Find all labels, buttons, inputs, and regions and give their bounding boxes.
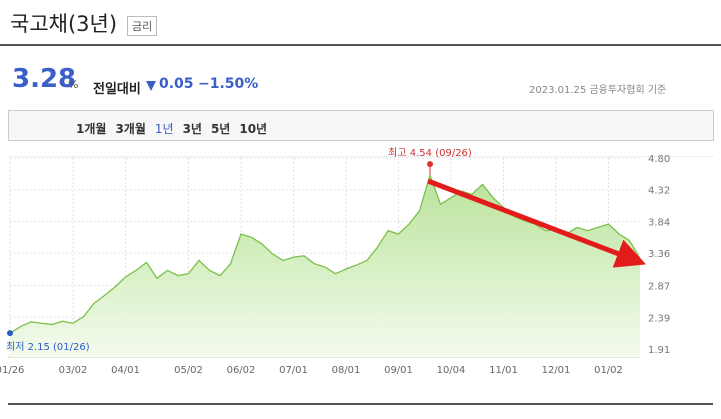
tab-bar [8,110,714,141]
change-rate: −1.50% [198,76,259,92]
y-tick-label: 4.32 [648,186,670,197]
x-tick-label: 07/01 [279,365,308,376]
tab[interactable]: 10년 [239,122,268,136]
y-tick-label: 3.84 [648,217,670,228]
tab[interactable]: 3개월 [115,122,146,136]
x-tick-label: 09/01 [384,365,413,376]
chart-top [8,156,713,158]
min-marker [7,330,13,337]
date-info: 2023.01.25 금융투자협회 기준 [529,81,666,96]
badge[interactable]: 금리 [127,16,158,36]
y-tick-label: 2.87 [648,282,670,293]
x-tick-label: 08/01 [332,365,361,376]
down-arrow [146,81,156,91]
x-tick-label: 12/01 [542,365,571,376]
trend-arrow [427,178,647,268]
x-tick-label: 01/02 [594,365,623,376]
compare-label: 전일대비 [93,82,141,97]
y-tick-label: 2.39 [648,313,670,324]
change: 0.05 [159,76,194,92]
y-tick-label: 4.80 [648,154,670,165]
tabs: 1개월 3개월 1년 3년 5년 10년 [76,118,276,137]
title: 국고채(3년) [10,12,118,36]
source: 금융투자협회 기준 [589,85,667,96]
price-unit: % [68,78,79,91]
x-tick-label: 11/01 [489,365,518,376]
y-tick-label: 1.91 [648,345,670,356]
tab[interactable]: 1년 [154,122,174,136]
x-tick-label: 06/02 [227,365,256,376]
min-label: 최저 2.15 (01/26) [6,341,90,353]
area [10,175,640,357]
x-tick-label: 03/02 [59,365,88,376]
price: 3.28 [12,64,77,94]
x-tick-label: 01/26 [0,365,24,376]
date: 2023.01.25 [529,85,587,96]
x-tick-label: 10/04 [437,365,466,376]
tab[interactable]: 1개월 [76,122,107,136]
max-label: 최고 4.54 (09/26) [388,147,472,159]
y-tick-label: 3.36 [648,249,670,260]
x-tick-label: 05/02 [174,365,203,376]
max-marker [427,161,433,168]
rule [0,44,721,46]
x-tick-label: 04/01 [111,365,140,376]
tab[interactable]: 3년 [182,122,202,136]
tab[interactable]: 5년 [210,122,231,136]
bottom-rule [8,403,713,405]
